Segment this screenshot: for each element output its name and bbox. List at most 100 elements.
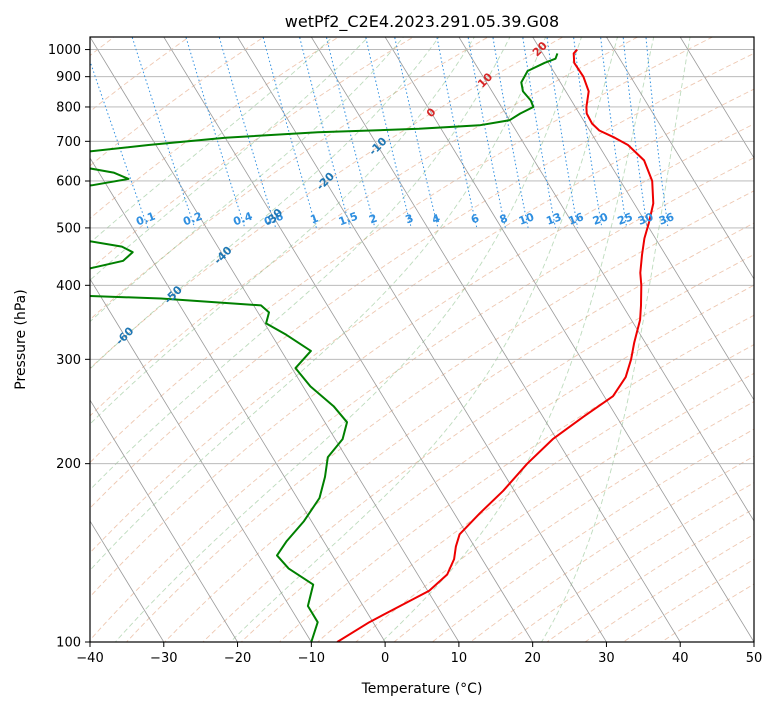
x-tick-label: −40 <box>76 651 103 666</box>
dry-adiabat <box>90 123 754 598</box>
y-tick-label: 300 <box>56 353 81 368</box>
dewpoint-line <box>90 53 559 642</box>
dry-adiabat <box>90 37 340 220</box>
x-tick-label: 20 <box>524 651 541 666</box>
y-tick-label: 400 <box>56 279 81 294</box>
mixing-ratio-label: 4 <box>430 212 442 227</box>
dry-adiabat <box>90 37 639 417</box>
isotherm <box>90 399 239 642</box>
x-axis: −40 −30 −20 −10 0 10 20 30 40 50 <box>76 642 762 666</box>
mixing-ratio-label: 2 <box>367 212 379 227</box>
moist-adiabat <box>90 37 369 281</box>
mixing-ratio-label: 10 <box>517 210 536 228</box>
dry-adiabat <box>469 455 754 642</box>
dry-adiabat <box>125 190 754 642</box>
plot-frame <box>89 36 755 643</box>
dry-adiabat <box>90 37 714 464</box>
mixing-ratio-line <box>492 37 529 228</box>
mixing-ratio-label: 0.2 <box>181 210 204 229</box>
y-tick-label: 1000 <box>48 43 81 58</box>
y-tick-label: 700 <box>56 135 81 150</box>
mixing-ratio-label: 0.4 <box>231 209 254 228</box>
isotherm <box>532 37 754 401</box>
mixing-ratio-label: 36 <box>657 210 676 228</box>
dry-adiabat <box>90 88 754 554</box>
isotherm <box>90 520 165 642</box>
series-layer <box>90 48 655 642</box>
mixing-ratio-line <box>467 37 506 229</box>
isotherm <box>90 157 386 642</box>
mixing-ratio-label: 0.1 <box>134 210 157 229</box>
mixing-ratio-line <box>299 37 351 229</box>
y-tick-label: 600 <box>56 174 81 189</box>
background-lines <box>90 37 754 642</box>
dry-adiabat <box>90 52 754 509</box>
temperature-line <box>336 48 655 642</box>
x-tick-label: −20 <box>224 651 251 666</box>
x-tick-label: 40 <box>672 651 689 666</box>
y-tick-label: 200 <box>56 457 81 472</box>
y-tick-label: 800 <box>56 100 81 115</box>
isotherm <box>90 37 460 642</box>
mixing-ratio-label: 6 <box>469 212 481 227</box>
moist-adiabat <box>540 37 691 642</box>
y-tick-label: 100 <box>56 636 81 651</box>
x-tick-label: 10 <box>451 651 468 666</box>
moist-adiabat <box>90 37 440 370</box>
mixing-ratio-line <box>394 37 439 229</box>
x-tick-label: 30 <box>598 651 615 666</box>
mixing-ratio-line <box>365 37 412 229</box>
moist-adiabat <box>90 37 334 244</box>
mixing-ratio-line <box>325 37 376 229</box>
dry-adiabat <box>240 284 754 642</box>
isotherm-label: -80 <box>20 413 43 436</box>
mixing-ratio-label: 13 <box>544 210 563 227</box>
dry-adiabat <box>90 37 265 167</box>
y-axis: 100 200 300 400 500 600 700 800 900 1000 <box>48 43 90 651</box>
mixing-ratio-line <box>218 37 277 229</box>
mixing-ratio-line <box>572 37 603 228</box>
moist-adiabat <box>90 37 405 323</box>
moist-adiabat <box>114 37 582 642</box>
mixing-ratio-label: 8 <box>498 212 510 227</box>
mixing-ratio-line <box>622 37 648 228</box>
isotherm <box>384 37 754 642</box>
x-axis-title: Temperature (°C) <box>361 681 483 697</box>
mixing-ratio-line <box>262 37 317 229</box>
isotherm <box>90 278 312 642</box>
isotherm <box>605 37 754 280</box>
dry-adiabat <box>90 157 754 641</box>
mixing-ratio-label: 1 <box>309 212 321 227</box>
mixing-ratio-line <box>522 37 556 228</box>
dry-adiabat <box>507 482 754 642</box>
y-axis-title: Pressure (hPa) <box>13 289 29 389</box>
mixing-ratio-line <box>546 37 579 228</box>
dry-adiabat <box>393 401 754 642</box>
x-tick-label: −30 <box>150 651 177 666</box>
mixing-ratio-line <box>600 37 628 228</box>
isotherm <box>310 37 681 642</box>
x-tick-label: −10 <box>298 651 325 666</box>
x-tick-label: 0 <box>381 651 389 666</box>
mixing-ratio-label: 3 <box>404 212 416 227</box>
isotherm <box>458 37 754 522</box>
mixing-ratio-line <box>90 59 149 229</box>
moist-adiabat <box>229 37 619 642</box>
y-tick-label: 500 <box>56 221 81 236</box>
dry-adiabat <box>355 372 754 642</box>
chart-title: wetPf2_C2E4.2023.291.05.39.G08 <box>285 12 559 32</box>
moist-adiabat <box>381 37 655 642</box>
dry-adiabat <box>546 508 754 642</box>
mixing-ratio-line <box>131 37 196 229</box>
mixing-ratio-line <box>645 37 669 228</box>
y-tick-label: 900 <box>56 70 81 85</box>
mixing-ratio-label: 30 <box>636 210 655 228</box>
moist-adiabat <box>90 37 475 425</box>
mixing-ratio-label: 1.5 <box>337 210 360 229</box>
isotherm <box>163 37 534 642</box>
dry-adiabat <box>90 37 564 369</box>
isotherm-label: -70 <box>66 368 89 391</box>
mixing-ratio-label: 25 <box>616 210 635 227</box>
x-tick-label: 50 <box>746 651 763 666</box>
